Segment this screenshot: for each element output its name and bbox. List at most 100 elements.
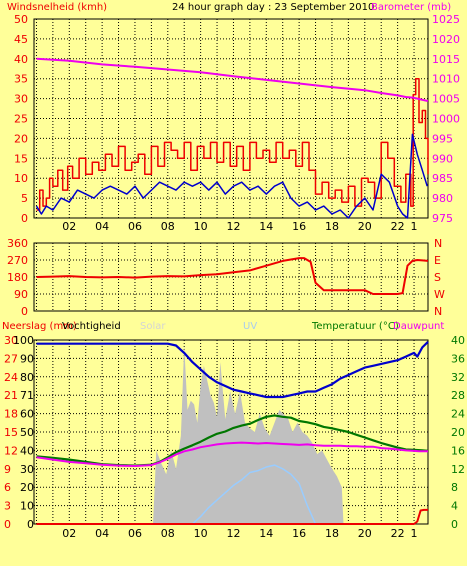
humidity-ytick-2: 20 <box>20 481 34 494</box>
baro-ytick-3: 990 <box>432 152 453 165</box>
wind-ytick-3: 15 <box>14 152 28 165</box>
baro-ytick-6: 1005 <box>432 93 460 106</box>
baro-ytick-7: 1010 <box>432 73 460 86</box>
rain-ytick-9: 27 <box>4 352 18 365</box>
rain-ytick-2: 6 <box>4 481 11 494</box>
rain-ytick-8: 24 <box>4 371 18 384</box>
temp-ytick-1: 4 <box>451 500 458 513</box>
wind-ytick-9: 45 <box>14 33 28 46</box>
humidity-ytick-1: 10 <box>20 500 34 513</box>
humidity-ytick-7: 71 <box>20 389 34 402</box>
baro-ytick-1: 980 <box>432 192 453 205</box>
temp-ytick-9: 36 <box>451 352 465 365</box>
rain-ytick-6: 18 <box>4 408 18 421</box>
climate-panel-xtick-0: 02 <box>62 527 76 540</box>
barometer-axis-label: Barometer (mb) <box>371 2 452 13</box>
solar-label: Solar <box>140 321 166 332</box>
direction-ytick-3: 270 <box>7 254 28 267</box>
wind-ytick-1: 5 <box>21 192 28 205</box>
baro-ytick-10: 1025 <box>432 13 460 26</box>
humidity-ytick-9: 90 <box>20 352 34 365</box>
dewpoint-line <box>36 441 428 467</box>
humidity-ytick-6: 60 <box>20 408 34 421</box>
wind-panel-xtick-2: 06 <box>128 220 142 233</box>
temp-ytick-10: 40 <box>451 334 465 347</box>
humidity-ytick-4: 40 <box>20 444 34 457</box>
climate-panel-xtick-11: 1 <box>411 527 418 540</box>
temp-ytick-4: 16 <box>451 444 465 457</box>
humidity-ytick-3: 30 <box>20 463 34 476</box>
wind-panel-xtick-0: 02 <box>62 220 76 233</box>
uv-line <box>191 464 317 525</box>
temp-ytick-2: 8 <box>451 481 458 494</box>
humidity-ytick-5: 50 <box>20 426 34 439</box>
compass-tick-2: S <box>434 271 441 284</box>
wind-ytick-5: 25 <box>14 113 28 126</box>
wind-panel-xtick-1: 04 <box>95 220 109 233</box>
rain-ytick-3: 9 <box>4 463 11 476</box>
climate-panel-xtick-3: 08 <box>161 527 175 540</box>
humidity-line <box>36 341 429 399</box>
wind-panel-xtick-11: 1 <box>411 220 418 233</box>
direction-ytick-1: 90 <box>14 288 28 301</box>
wind-panel-xtick-3: 08 <box>161 220 175 233</box>
wind-panel-frame <box>33 18 429 219</box>
wind-panel-xtick-5: 12 <box>226 220 240 233</box>
wind-panel-xtick-10: 22 <box>391 220 405 233</box>
compass-tick-4: N <box>434 237 442 250</box>
wind-panel-xtick-6: 14 <box>259 220 273 233</box>
baro-ytick-4: 995 <box>432 132 453 145</box>
wind-series-line <box>36 77 429 211</box>
dewpoint-label: Dauwpunt <box>393 321 445 332</box>
rain-line <box>36 508 428 525</box>
climate-panel-xtick-7: 16 <box>292 527 306 540</box>
rain-axis-label: Neerslag (mm) <box>2 321 77 332</box>
rain-ytick-5: 15 <box>4 426 18 439</box>
climate-panel-xtick-5: 12 <box>226 527 240 540</box>
wind-ytick-7: 35 <box>14 73 28 86</box>
climate-panel-xtick-1: 04 <box>95 527 109 540</box>
wind-ytick-6: 30 <box>14 93 28 106</box>
temp-ytick-6: 24 <box>451 408 465 421</box>
humidity-ytick-10: 100 <box>13 334 34 347</box>
humidity-ytick-0: 0 <box>27 518 34 531</box>
direction-ytick-0: 0 <box>21 305 28 318</box>
wind-ytick-8: 40 <box>14 53 28 66</box>
climate-panel-xtick-4: 10 <box>194 527 208 540</box>
baro-ytick-0: 975 <box>432 212 453 225</box>
climate-panel-xtick-8: 18 <box>325 527 339 540</box>
humidity-ytick-8: 80 <box>20 371 34 384</box>
temp-ytick-8: 32 <box>451 371 465 384</box>
wind-ytick-10: 50 <box>14 13 28 26</box>
humidity-label: Vochtigheid <box>62 321 121 332</box>
direction-line <box>36 257 429 295</box>
temp-ytick-3: 12 <box>451 463 465 476</box>
rain-ytick-0: 0 <box>4 518 11 531</box>
wind-axis-label: Windsnelheid (kmh) <box>7 2 108 13</box>
rain-ytick-7: 21 <box>4 389 18 402</box>
wind-average-line <box>35 133 428 219</box>
compass-tick-0: N <box>434 305 442 318</box>
wind-panel-xtick-8: 18 <box>325 220 339 233</box>
wind-ytick-4: 20 <box>14 132 28 145</box>
barometer-line <box>36 57 429 102</box>
baro-ytick-2: 985 <box>432 172 453 185</box>
baro-ytick-5: 1000 <box>432 113 460 126</box>
temp-ytick-5: 20 <box>451 426 465 439</box>
uv-label: UV <box>243 321 258 332</box>
climate-panel-xtick-2: 06 <box>128 527 142 540</box>
chart-title: 24 hour graph day : 23 September 2010 <box>172 2 375 13</box>
wind-panel-xtick-7: 16 <box>292 220 306 233</box>
compass-tick-3: E <box>434 254 441 267</box>
wind-ytick-2: 10 <box>14 172 28 185</box>
climate-panel-xtick-10: 22 <box>391 527 405 540</box>
direction-ytick-2: 180 <box>7 271 28 284</box>
climate-panel-xtick-9: 20 <box>358 527 372 540</box>
temp-ytick-0: 0 <box>451 518 458 531</box>
baro-ytick-8: 1015 <box>432 53 460 66</box>
direction-ytick-4: 360 <box>7 237 28 250</box>
climate-panel-xtick-6: 14 <box>259 527 273 540</box>
temp-ytick-7: 28 <box>451 389 465 402</box>
